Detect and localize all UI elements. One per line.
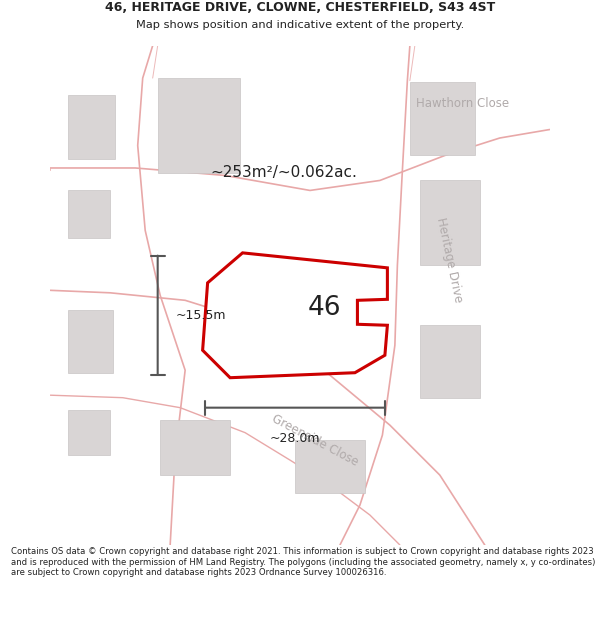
Text: Hawthorn Close: Hawthorn Close: [416, 96, 509, 109]
Bar: [410, 82, 475, 156]
Bar: [295, 440, 365, 493]
Text: Contains OS data © Crown copyright and database right 2021. This information is : Contains OS data © Crown copyright and d…: [11, 548, 595, 578]
Bar: [68, 310, 113, 372]
Bar: [420, 181, 480, 266]
Bar: [158, 78, 240, 173]
Text: 46: 46: [308, 296, 341, 321]
Bar: [160, 420, 230, 475]
Text: Greenside Close: Greenside Close: [269, 412, 361, 468]
Text: ~15.5m: ~15.5m: [175, 309, 226, 322]
Bar: [420, 325, 480, 398]
Bar: [68, 410, 110, 455]
Text: 46, HERITAGE DRIVE, CLOWNE, CHESTERFIELD, S43 4ST: 46, HERITAGE DRIVE, CLOWNE, CHESTERFIELD…: [105, 1, 495, 14]
Text: Heritage Drive: Heritage Drive: [434, 217, 465, 304]
Bar: [68, 191, 110, 238]
Bar: [68, 94, 115, 159]
Polygon shape: [203, 253, 388, 378]
Text: ~253m²/~0.062ac.: ~253m²/~0.062ac.: [210, 166, 357, 181]
Text: Map shows position and indicative extent of the property.: Map shows position and indicative extent…: [136, 19, 464, 29]
Text: ~28.0m: ~28.0m: [270, 432, 320, 444]
